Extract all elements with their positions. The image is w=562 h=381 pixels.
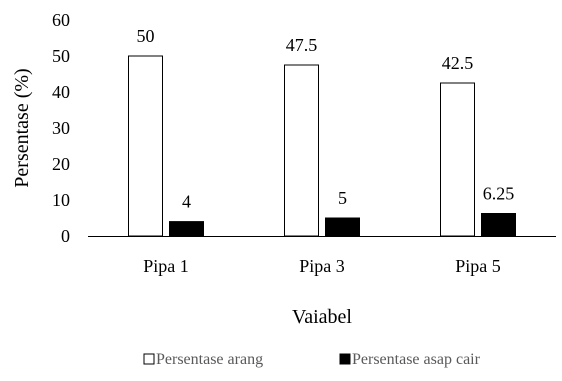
- legend-label-persentase-arang: Persentase arang: [156, 351, 263, 368]
- data-label-persentase-asap-cair-pipa-3: 5: [338, 188, 347, 208]
- data-label-persentase-asap-cair-pipa-1: 4: [182, 192, 191, 212]
- data-labels: 50 4 47.5 5 42.5 6.25: [137, 26, 515, 212]
- bar-persentase-asap-cair-pipa-1: [169, 221, 204, 237]
- legend-swatch-persentase-asap-cair: [339, 353, 351, 365]
- y-tick-label: 50: [52, 46, 70, 66]
- bar-persentase-asap-cair-pipa-5: [481, 213, 516, 237]
- bar-persentase-arang-pipa-3: [284, 64, 319, 237]
- y-tick-label: 20: [52, 154, 70, 174]
- x-axis-title: Vaiabel: [292, 306, 352, 328]
- data-label-persentase-arang-pipa-3: 47.5: [286, 35, 318, 55]
- legend-label-persentase-asap-cair: Persentase asap cair: [352, 351, 481, 368]
- y-tick-label: 10: [52, 190, 70, 210]
- x-tick-label-pipa-3: Pipa 3: [299, 256, 345, 276]
- bar-persentase-arang-pipa-1: [128, 55, 163, 237]
- y-tick-label: 30: [52, 118, 70, 138]
- bar-persentase-asap-cair-pipa-3: [325, 217, 360, 237]
- legend-swatch-persentase-arang: [143, 353, 155, 365]
- y-tick-label: 0: [61, 226, 70, 246]
- data-label-persentase-asap-cair-pipa-5: 6.25: [483, 184, 515, 204]
- bar-persentase-arang-pipa-5: [440, 82, 475, 237]
- legend: Persentase arang Persentase asap cair: [143, 351, 481, 368]
- bars: [128, 55, 516, 237]
- y-tick-label: 40: [52, 82, 70, 102]
- x-tick-label-pipa-1: Pipa 1: [143, 256, 189, 276]
- y-tick-label: 60: [52, 10, 70, 30]
- data-label-persentase-arang-pipa-1: 50: [137, 26, 155, 46]
- data-label-persentase-arang-pipa-5: 42.5: [442, 53, 474, 73]
- y-axis-title: Persentase (%): [11, 68, 33, 187]
- x-axis-ticks: Pipa 1 Pipa 3 Pipa 5: [143, 256, 501, 276]
- x-tick-label-pipa-5: Pipa 5: [455, 256, 501, 276]
- y-axis-ticks: 0 10 20 30 40 50 60: [52, 10, 70, 246]
